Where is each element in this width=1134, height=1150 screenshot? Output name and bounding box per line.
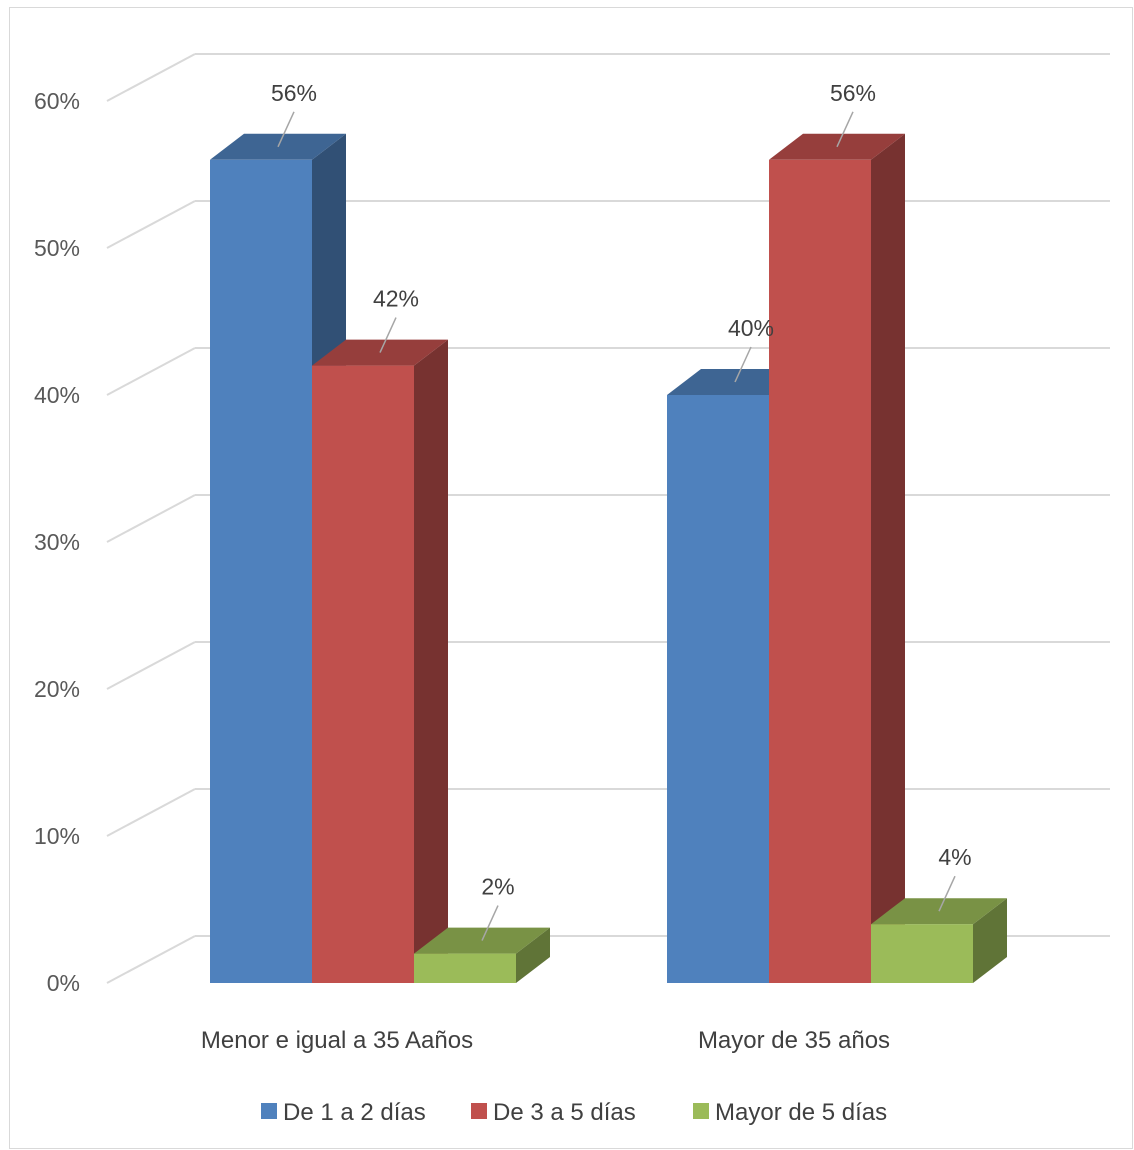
gridline-diagonal bbox=[106, 53, 196, 102]
y-tick-label: 40% bbox=[34, 382, 80, 408]
legend-swatch bbox=[471, 1103, 487, 1119]
bar-side bbox=[516, 927, 550, 983]
leader-line bbox=[379, 317, 397, 353]
category-labels: Menor e igual a 35 Aaños Mayor de 35 años bbox=[201, 1027, 890, 1054]
data-label: 2% bbox=[481, 874, 514, 900]
leader-line bbox=[734, 346, 752, 383]
legend-swatch bbox=[693, 1103, 709, 1119]
bar-side bbox=[973, 898, 1007, 983]
legend: De 1 a 2 días De 3 a 5 días Mayor de 5 día… bbox=[261, 1099, 887, 1126]
data-label: 4% bbox=[938, 844, 971, 870]
bar-front bbox=[210, 159, 312, 984]
gridline-diagonal bbox=[106, 347, 196, 396]
gridline-diagonal bbox=[106, 788, 196, 837]
bar-0-1 bbox=[312, 339, 448, 984]
data-label: 40% bbox=[728, 315, 774, 341]
leader-line bbox=[277, 111, 295, 148]
gridline-diagonal bbox=[106, 641, 196, 690]
legend-item: De 1 a 2 días bbox=[261, 1099, 426, 1126]
legend-item: De 3 a 5 días bbox=[471, 1099, 636, 1126]
data-labels: 56% 42% 2% 40% 56% 4% bbox=[271, 80, 972, 941]
leader-line bbox=[836, 111, 854, 148]
x-tick-label: Menor e igual a 35 Aaños bbox=[201, 1027, 473, 1054]
bar-front bbox=[769, 159, 871, 984]
bar-1-2 bbox=[871, 898, 1007, 983]
data-label: 56% bbox=[271, 80, 317, 106]
y-axis-ticks: 0% 10% 20% 30% 40% 50% 60% bbox=[34, 88, 80, 996]
bar-1-1 bbox=[769, 133, 905, 984]
y-tick-label: 30% bbox=[34, 529, 80, 555]
legend-label: Mayor de 5 días bbox=[715, 1099, 887, 1126]
bar-front bbox=[312, 365, 414, 984]
leader-line bbox=[481, 905, 499, 941]
gridline-diagonal bbox=[106, 935, 196, 984]
legend-swatch bbox=[261, 1103, 277, 1119]
bar-front bbox=[414, 953, 516, 983]
legend-item: Mayor de 5 días bbox=[693, 1099, 887, 1126]
bar-front bbox=[871, 924, 973, 983]
y-tick-label: 60% bbox=[34, 88, 80, 114]
legend-label: De 3 a 5 días bbox=[493, 1099, 636, 1126]
y-tick-label: 20% bbox=[34, 676, 80, 702]
y-tick-label: 10% bbox=[34, 823, 80, 849]
data-label: 42% bbox=[373, 286, 419, 312]
leader-line bbox=[938, 875, 956, 912]
legend-label: De 1 a 2 días bbox=[283, 1099, 426, 1126]
bar-side bbox=[414, 339, 448, 984]
bars bbox=[210, 133, 1007, 984]
bar-side bbox=[871, 133, 905, 984]
y-tick-label: 50% bbox=[34, 235, 80, 261]
y-tick-label: 0% bbox=[47, 970, 80, 996]
bar-front bbox=[667, 395, 769, 983]
gridline-diagonal bbox=[106, 200, 196, 249]
gridline-diagonal bbox=[106, 494, 196, 543]
x-tick-label: Mayor de 35 años bbox=[698, 1027, 890, 1054]
data-label: 56% bbox=[830, 80, 876, 106]
